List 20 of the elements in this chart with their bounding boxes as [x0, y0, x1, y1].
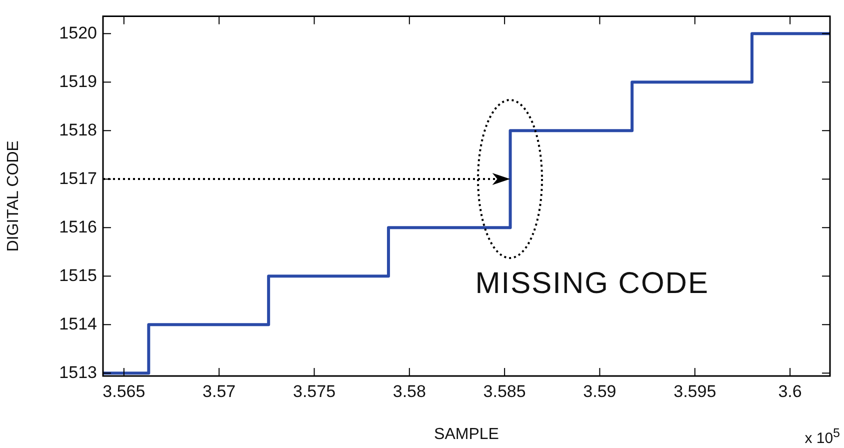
x-tick-label: 3.57	[202, 382, 236, 401]
y-tick-label: 1515	[59, 266, 97, 285]
y-tick-label: 1519	[59, 72, 97, 91]
annotation: MISSING CODE	[475, 267, 709, 302]
y-tick-label: 1513	[59, 362, 97, 382]
x-tick-label: 3.575	[292, 382, 336, 401]
y-tick-label: 1517	[59, 168, 97, 188]
x-tick-label: 3.595	[674, 382, 716, 401]
x-tick-label: 3.585	[483, 382, 526, 401]
x-tick-label: 3.58	[392, 382, 426, 401]
x-tick-label: 3.565	[102, 382, 146, 401]
x-axis-title: SAMPLE	[434, 426, 499, 443]
x-tick-label: 3.59	[583, 382, 616, 401]
x-tick-label: 3.6	[778, 382, 802, 401]
y-tick-label: 1520	[59, 23, 97, 42]
text: x 10$^{5}$	[804, 426, 840, 447]
y-tick-label: 1514	[59, 314, 97, 334]
y-axis-title: DIGITAL CODE	[5, 140, 22, 252]
y-tick-label: 1518	[59, 120, 97, 140]
y-tick-label: 1516	[59, 217, 97, 236]
